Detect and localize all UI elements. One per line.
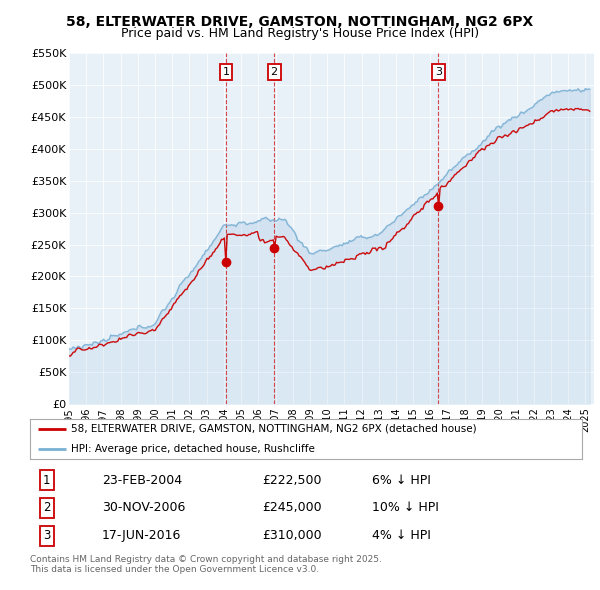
Text: 23-FEB-2004: 23-FEB-2004 xyxy=(102,474,182,487)
Text: 6% ↓ HPI: 6% ↓ HPI xyxy=(372,474,431,487)
Text: £222,500: £222,500 xyxy=(262,474,322,487)
Text: 1: 1 xyxy=(223,67,229,77)
Text: 30-NOV-2006: 30-NOV-2006 xyxy=(102,502,185,514)
Text: 17-JUN-2016: 17-JUN-2016 xyxy=(102,529,181,542)
Text: £245,000: £245,000 xyxy=(262,502,322,514)
Text: 3: 3 xyxy=(435,67,442,77)
Text: 1: 1 xyxy=(43,474,50,487)
Text: 3: 3 xyxy=(43,529,50,542)
Text: 10% ↓ HPI: 10% ↓ HPI xyxy=(372,502,439,514)
Text: 58, ELTERWATER DRIVE, GAMSTON, NOTTINGHAM, NG2 6PX (detached house): 58, ELTERWATER DRIVE, GAMSTON, NOTTINGHA… xyxy=(71,424,477,434)
Text: Contains HM Land Registry data © Crown copyright and database right 2025.
This d: Contains HM Land Registry data © Crown c… xyxy=(30,555,382,574)
Text: 58, ELTERWATER DRIVE, GAMSTON, NOTTINGHAM, NG2 6PX: 58, ELTERWATER DRIVE, GAMSTON, NOTTINGHA… xyxy=(67,15,533,29)
Text: 2: 2 xyxy=(271,67,278,77)
Text: HPI: Average price, detached house, Rushcliffe: HPI: Average price, detached house, Rush… xyxy=(71,444,315,454)
Text: £310,000: £310,000 xyxy=(262,529,322,542)
Text: 4% ↓ HPI: 4% ↓ HPI xyxy=(372,529,431,542)
Text: Price paid vs. HM Land Registry's House Price Index (HPI): Price paid vs. HM Land Registry's House … xyxy=(121,27,479,40)
Text: 2: 2 xyxy=(43,502,50,514)
